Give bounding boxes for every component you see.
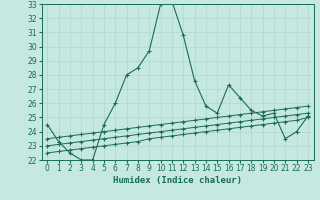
X-axis label: Humidex (Indice chaleur): Humidex (Indice chaleur)	[113, 176, 242, 185]
